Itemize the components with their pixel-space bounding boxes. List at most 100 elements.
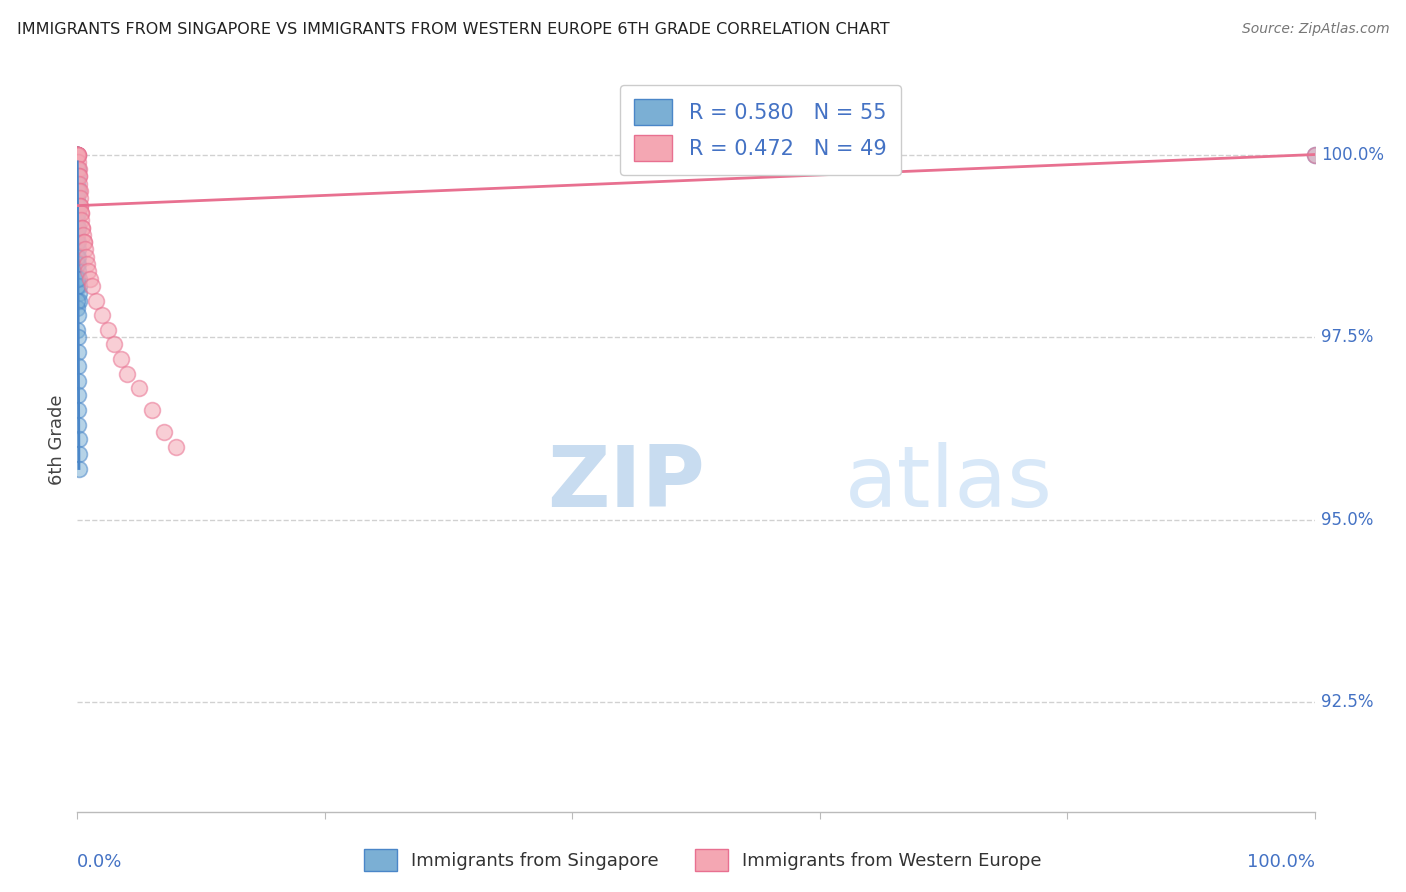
Point	[66, 271, 89, 285]
Point	[66, 147, 89, 161]
Point	[66, 147, 89, 161]
Point	[66, 279, 89, 293]
Point	[67, 271, 90, 285]
Point	[69, 191, 91, 205]
Text: 97.5%: 97.5%	[1320, 328, 1374, 346]
Legend: R = 0.580   N = 55, R = 0.472   N = 49: R = 0.580 N = 55, R = 0.472 N = 49	[620, 85, 901, 175]
Point	[67, 147, 90, 161]
Point	[67, 403, 90, 417]
Point	[84, 293, 107, 308]
Point	[67, 461, 90, 475]
Point	[66, 147, 89, 161]
Point	[66, 147, 89, 161]
Point	[67, 433, 90, 447]
Point	[72, 235, 94, 249]
Point	[66, 154, 89, 169]
Text: 95.0%: 95.0%	[1320, 510, 1374, 529]
Text: 100.0%: 100.0%	[1247, 853, 1315, 871]
Point	[115, 367, 138, 381]
Point	[66, 191, 89, 205]
Point	[82, 279, 104, 293]
Point	[67, 388, 90, 402]
Point	[67, 417, 90, 432]
Point	[67, 177, 90, 191]
Text: atlas: atlas	[845, 442, 1053, 525]
Point	[66, 147, 89, 161]
Text: ZIP: ZIP	[547, 442, 706, 525]
Point	[66, 243, 89, 257]
Point	[73, 243, 96, 257]
Point	[72, 227, 94, 242]
Point	[66, 359, 89, 374]
Point	[66, 147, 89, 161]
Point	[66, 147, 89, 161]
Point	[66, 206, 89, 220]
Point	[66, 147, 89, 161]
Point	[67, 374, 90, 388]
Point	[103, 337, 125, 351]
Point	[67, 169, 90, 184]
Point	[67, 264, 90, 278]
Point	[66, 169, 89, 184]
Point	[69, 184, 91, 198]
Point	[66, 323, 89, 337]
Point	[66, 147, 89, 161]
Point	[66, 147, 89, 161]
Point	[67, 293, 90, 308]
Text: 100.0%: 100.0%	[1320, 145, 1384, 163]
Point	[66, 330, 89, 344]
Point	[66, 162, 89, 177]
Point	[69, 206, 91, 220]
Point	[67, 250, 90, 264]
Point	[66, 199, 89, 213]
Point	[67, 162, 90, 177]
Text: IMMIGRANTS FROM SINGAPORE VS IMMIGRANTS FROM WESTERN EUROPE 6TH GRADE CORRELATIO: IMMIGRANTS FROM SINGAPORE VS IMMIGRANTS …	[17, 22, 890, 37]
Point	[67, 279, 90, 293]
Point	[66, 308, 89, 322]
Point	[128, 381, 150, 395]
Point	[66, 147, 89, 161]
Text: 0.0%: 0.0%	[77, 853, 122, 871]
Point	[165, 440, 187, 454]
Legend: Immigrants from Singapore, Immigrants from Western Europe: Immigrants from Singapore, Immigrants fr…	[357, 842, 1049, 879]
Point	[66, 199, 89, 213]
Point	[66, 220, 89, 235]
Point	[66, 213, 89, 227]
Point	[66, 235, 89, 249]
Point	[1303, 147, 1326, 161]
Point	[66, 147, 89, 161]
Point	[66, 344, 89, 359]
Point	[66, 184, 89, 198]
Point	[141, 403, 163, 417]
Point	[91, 308, 114, 322]
Point	[66, 147, 89, 161]
Point	[1303, 147, 1326, 161]
Point	[70, 213, 93, 227]
Text: 92.5%: 92.5%	[1320, 693, 1374, 711]
Point	[66, 147, 89, 161]
Point	[79, 271, 101, 285]
Point	[70, 220, 93, 235]
Point	[67, 286, 90, 301]
Point	[67, 235, 90, 249]
Point	[97, 323, 120, 337]
Point	[66, 301, 89, 315]
Point	[75, 250, 97, 264]
Point	[67, 162, 90, 177]
Point	[66, 257, 89, 271]
Y-axis label: 6th Grade: 6th Grade	[48, 394, 66, 484]
Point	[66, 250, 89, 264]
Point	[66, 220, 89, 235]
Text: Source: ZipAtlas.com: Source: ZipAtlas.com	[1241, 22, 1389, 37]
Point	[66, 206, 89, 220]
Point	[67, 169, 90, 184]
Point	[76, 257, 98, 271]
Point	[77, 264, 100, 278]
Point	[73, 235, 96, 249]
Point	[69, 199, 91, 213]
Point	[66, 147, 89, 161]
Point	[66, 147, 89, 161]
Point	[72, 220, 94, 235]
Point	[110, 351, 132, 366]
Point	[67, 220, 90, 235]
